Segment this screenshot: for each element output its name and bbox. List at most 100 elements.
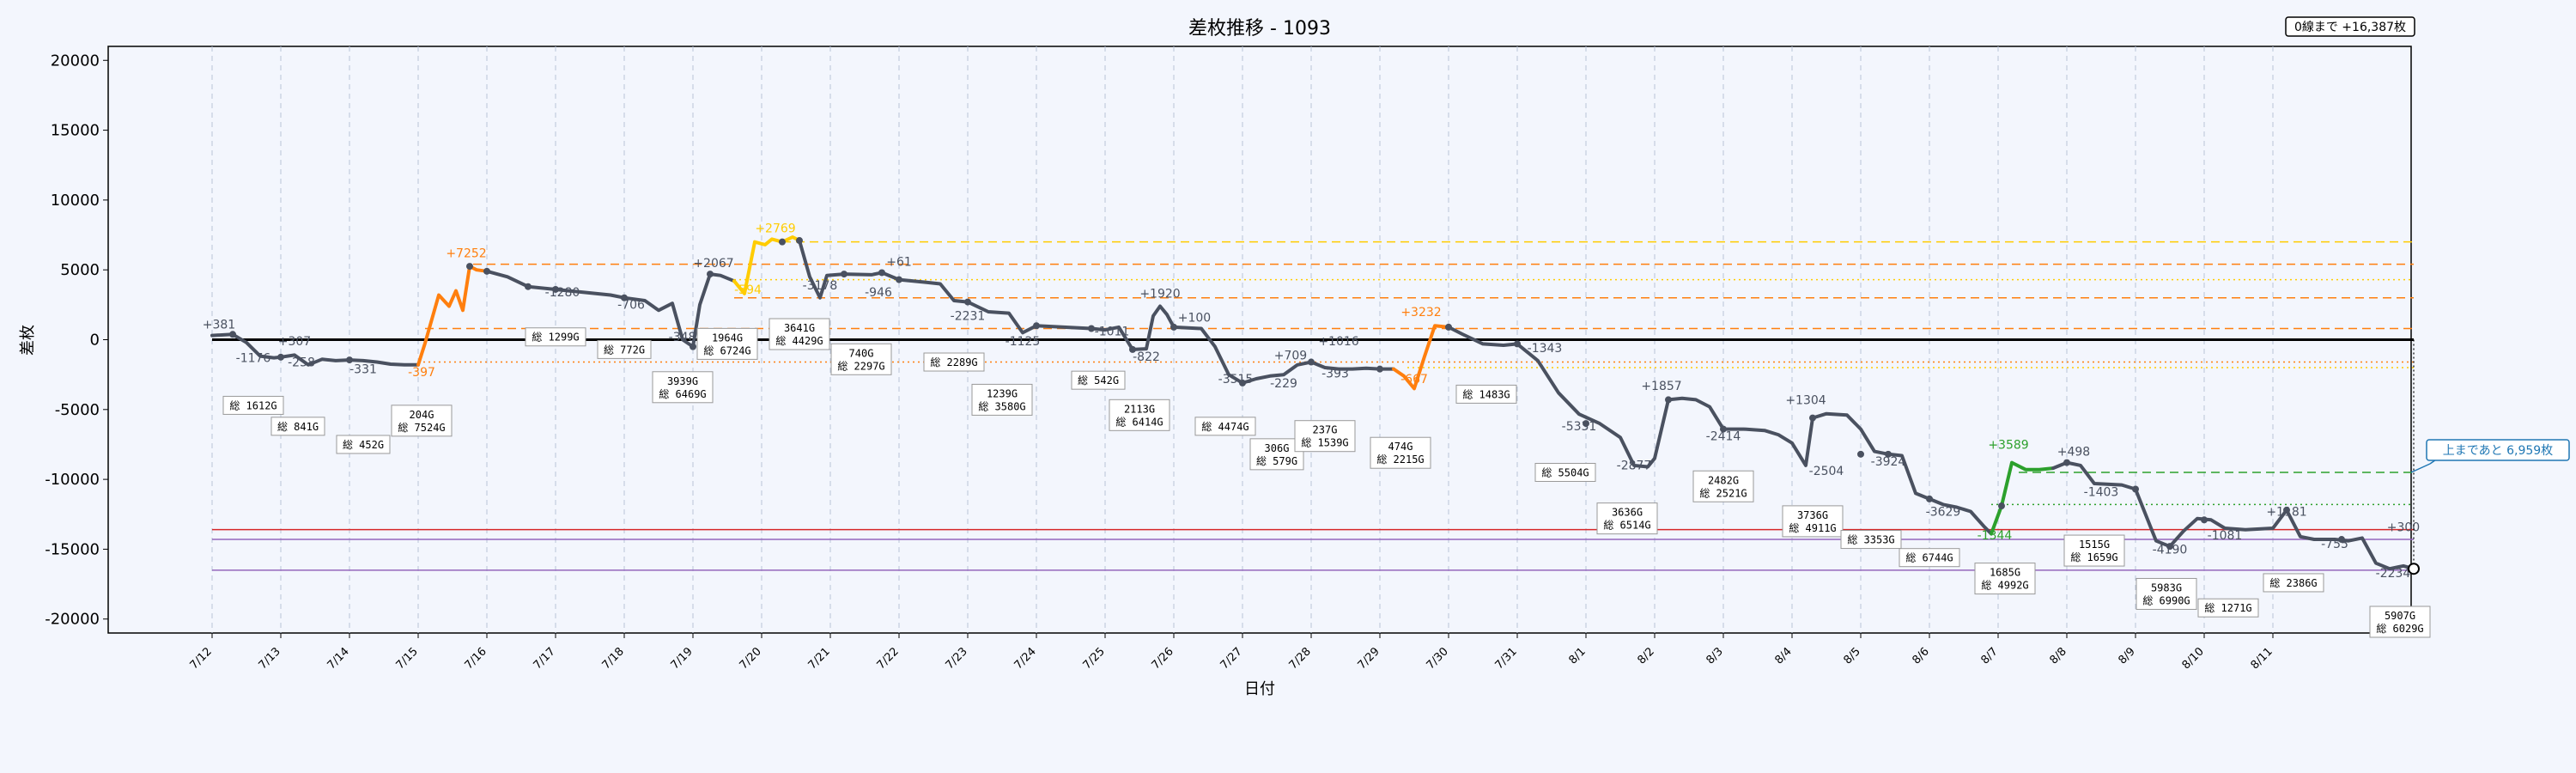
value-label: -594 <box>734 283 762 297</box>
value-label: -1125 <box>1005 335 1041 349</box>
x-tick-label: 7/19 <box>669 645 696 672</box>
point-marker <box>2338 536 2345 544</box>
x-tick-label: 7/26 <box>1150 645 1176 672</box>
game-box-text: 総 4911G <box>1789 522 1836 534</box>
game-box: 総 2386G <box>2263 573 2324 593</box>
value-label: -706 <box>617 299 645 313</box>
point-marker <box>1998 502 2005 510</box>
y-axis: -20000 -15000 -10000 -5000 0 5000 10000 15000 20… <box>45 52 108 629</box>
value-label: -1280 <box>545 286 580 300</box>
remaining-callout: 上まであと 6,959枚 <box>2410 439 2570 473</box>
x-tick-label: 7/15 <box>394 645 421 672</box>
x-tick-label: 7/13 <box>257 645 283 672</box>
game-box-frame <box>696 327 758 360</box>
x-tick-label: 8/5 <box>1841 645 1862 666</box>
remaining-callout-text: 上まであと 6,959枚 <box>2443 444 2553 458</box>
point-marker <box>878 269 885 277</box>
value-labels: +381 -1176 +307 -258 -331 -397 +7252 -1280 -706 -… <box>203 222 2420 581</box>
value-label: -667 <box>1400 373 1428 386</box>
game-box-text: 総 5504G <box>1541 466 1589 478</box>
game-box-text: 総 579G <box>1256 455 1297 467</box>
x-tick-label: 7/25 <box>1081 645 1108 672</box>
game-box-text: 5907G <box>2385 610 2415 622</box>
x-axis-label: 日付 <box>1244 680 1275 698</box>
point-marker <box>621 294 628 301</box>
point-marker <box>346 356 353 364</box>
game-box: 総 1483G <box>1455 384 1517 404</box>
point-marker <box>1308 358 1315 366</box>
game-box-frame <box>1974 563 2036 595</box>
game-box-text: 2113G <box>1124 403 1155 415</box>
value-label: -229 <box>1270 377 1297 391</box>
game-box-frame <box>923 352 985 372</box>
x-tick-label: 7/31 <box>1493 645 1520 672</box>
value-label: +709 <box>1274 349 1307 362</box>
game-box: 総 542G <box>1071 370 1126 390</box>
game-box-text: 総 6724G <box>703 344 750 356</box>
value-label: -2504 <box>1809 465 1844 478</box>
y-tick-label: 10000 <box>51 192 100 210</box>
value-label: +2067 <box>693 257 733 271</box>
game-box-text: 総 841G <box>277 421 319 433</box>
value-label: -331 <box>349 363 377 377</box>
series-line <box>1447 325 1993 536</box>
chart-title: 差枚推移 - 1093 <box>1188 18 1331 40</box>
value-label: +100 <box>1178 311 1211 325</box>
game-box-text: 3636G <box>1612 507 1643 519</box>
x-tick-label: 7/22 <box>875 645 902 672</box>
game-box-text: 2482G <box>1708 474 1739 486</box>
value-label: -258 <box>288 356 315 369</box>
point-marker <box>841 271 848 278</box>
y-tick-label: 20000 <box>51 52 100 70</box>
game-box-frame <box>1534 462 1596 482</box>
point-marker <box>1376 365 1383 373</box>
value-label: -3489 <box>669 331 704 344</box>
x-tick-label: 8/11 <box>2249 645 2275 672</box>
game-box: 総 2289G <box>923 352 985 372</box>
game-box-text: 総 1299G <box>532 332 579 344</box>
point-marker <box>1926 495 1933 502</box>
value-label: +498 <box>2057 445 2090 459</box>
game-box-text: 総 2289G <box>930 356 977 368</box>
value-label: -1344 <box>1978 529 2013 543</box>
x-tick-label: 7/29 <box>1356 645 1382 672</box>
x-tick-label: 7/17 <box>532 645 558 672</box>
game-box: 総 5504G <box>1534 462 1596 482</box>
top-right-note-text: 0線まで +16,387枚 <box>2294 21 2406 34</box>
game-box-frame <box>336 435 391 454</box>
game-box-text: 総 1539G <box>1301 437 1348 449</box>
value-label: -3515 <box>1218 373 1254 386</box>
game-box-text: 3939G <box>667 375 698 387</box>
value-label: +1920 <box>1139 288 1180 301</box>
reference-lines <box>212 240 2414 571</box>
point-marker <box>1033 322 1040 330</box>
game-box-text: 1515G <box>2079 539 2110 551</box>
y-tick-label: 5000 <box>60 261 100 279</box>
game-box-frame <box>1899 548 1960 568</box>
series-line <box>485 269 736 349</box>
value-label: +3589 <box>1988 438 2028 452</box>
point-markers <box>229 237 2417 573</box>
game-box-frame <box>2197 598 2259 618</box>
point-marker <box>1239 379 1246 386</box>
game-box-text: 総 7524G <box>398 422 445 434</box>
series-line <box>1990 460 2055 536</box>
game-box-text: 3736G <box>1797 509 1828 521</box>
game-box: 総 841G <box>270 417 325 436</box>
point-marker <box>2283 506 2290 514</box>
game-box: 総 4474G <box>1194 417 1256 436</box>
game-box-frame <box>830 343 892 375</box>
point-marker <box>466 263 473 271</box>
game-box-frame <box>1071 370 1126 390</box>
game-box-frame <box>222 395 284 415</box>
game-box-text: 総 3580G <box>978 400 1025 412</box>
game-box-text: 総 4992G <box>1981 580 2028 592</box>
